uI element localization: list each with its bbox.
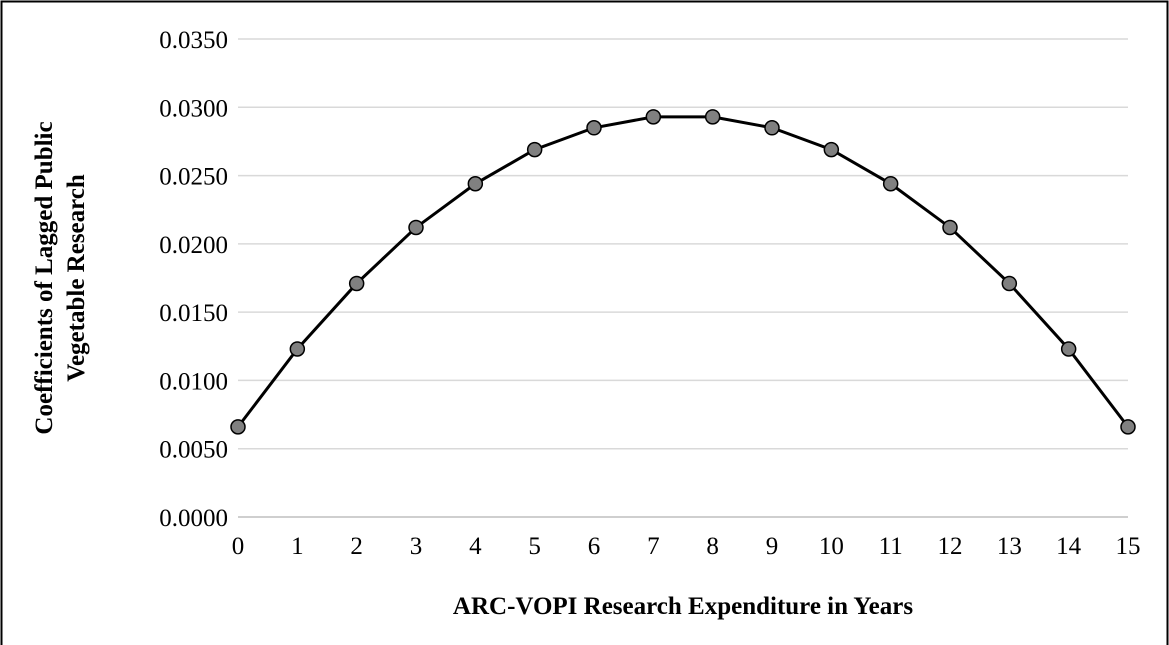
y-tick-label: 0.0250 bbox=[159, 164, 228, 191]
marker bbox=[704, 109, 721, 125]
x-tick-label: 3 bbox=[410, 533, 423, 560]
marker bbox=[645, 109, 662, 125]
x-axis-label: ARC-VOPI Research Expenditure in Years bbox=[453, 593, 913, 620]
x-tick-label: 4 bbox=[469, 533, 482, 560]
marker bbox=[1120, 419, 1136, 435]
marker bbox=[1060, 341, 1077, 357]
x-tick-label: 6 bbox=[588, 533, 601, 560]
x-tick-label: 8 bbox=[706, 533, 719, 560]
marker bbox=[467, 176, 484, 192]
y-axis-label: Coefficients of Lagged Public bbox=[31, 121, 58, 434]
y-tick-label: 0.0200 bbox=[159, 232, 228, 259]
x-tick-label: 1 bbox=[291, 533, 304, 560]
y-tick-label: 0.0150 bbox=[159, 300, 228, 327]
x-tick-label: 12 bbox=[938, 533, 963, 560]
marker bbox=[882, 176, 899, 192]
marker bbox=[942, 219, 958, 236]
y-tick-label: 0.0100 bbox=[159, 368, 228, 395]
x-tick-label: 15 bbox=[1116, 533, 1141, 560]
y-tick-label: 0.0350 bbox=[159, 27, 228, 54]
x-tick-label: 10 bbox=[819, 533, 844, 560]
marker bbox=[348, 275, 365, 292]
marker bbox=[230, 419, 246, 435]
x-tick-label: 14 bbox=[1056, 533, 1082, 560]
y-tick-label: 0.0300 bbox=[159, 95, 228, 122]
y-axis-label: Vegetable Research bbox=[63, 174, 90, 382]
x-tick-label: 9 bbox=[766, 533, 779, 560]
marker bbox=[526, 141, 543, 158]
marker bbox=[764, 120, 780, 136]
x-tick-label: 0 bbox=[232, 533, 245, 560]
x-tick-label: 5 bbox=[528, 533, 541, 560]
x-tick-label: 11 bbox=[879, 533, 903, 560]
y-tick-label: 0.0050 bbox=[159, 437, 228, 464]
marker bbox=[823, 141, 840, 158]
marker bbox=[408, 219, 424, 236]
marker bbox=[1001, 275, 1018, 292]
x-tick-label: 2 bbox=[350, 533, 363, 560]
y-tick-label: 0.0000 bbox=[159, 505, 228, 532]
line bbox=[236, 115, 1130, 428]
x-tick-label: 7 bbox=[647, 533, 660, 560]
x-tick-label: 13 bbox=[997, 533, 1022, 560]
marker bbox=[289, 341, 306, 357]
marker bbox=[586, 120, 602, 136]
